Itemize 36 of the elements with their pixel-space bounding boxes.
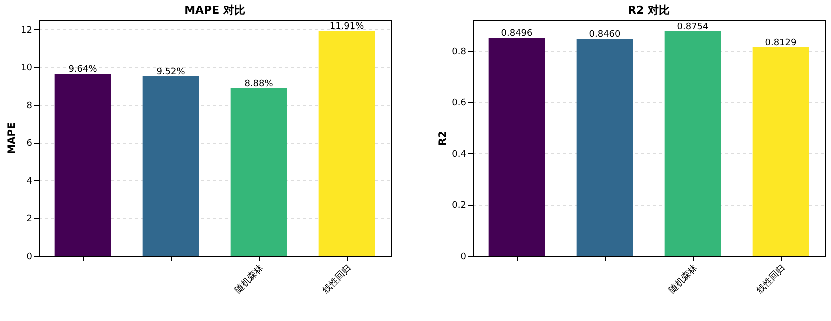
y-tick-label: 2: [26, 214, 32, 225]
y-axis-title: R2: [438, 131, 450, 146]
y-tick-label: 12: [21, 26, 32, 36]
bar: [752, 47, 810, 256]
y-axis-title: MAPE: [7, 122, 18, 154]
y-tick-label: 4: [26, 176, 33, 187]
y-tick-label: 0.4: [452, 150, 467, 160]
data-label: 9.52%: [156, 67, 186, 78]
x-tick-label: 线性回归: [320, 262, 354, 296]
bar: [230, 88, 288, 256]
y-tick-label: 10: [21, 64, 33, 74]
bar: [54, 74, 112, 256]
x-tick-label: 随机森林: [232, 262, 266, 296]
bar: [488, 38, 546, 256]
y-tick-label: 6: [26, 139, 33, 150]
data-label: 9.64%: [68, 64, 98, 75]
y-tick-label: 0: [460, 252, 467, 262]
chart-title: R2 对比: [628, 4, 670, 17]
x-tick-label: 随机森林: [666, 262, 700, 296]
y-tick-label: 8: [26, 101, 33, 112]
data-label: 0.8496: [501, 29, 534, 40]
data-label: 0.8754: [677, 22, 710, 32]
y-tick-label: 0.2: [452, 201, 466, 212]
data-label: 0.8129: [765, 38, 798, 48]
bar: [576, 38, 634, 256]
y-tick-label: 0: [26, 252, 33, 262]
y-tick-label: 0.6: [452, 98, 467, 109]
data-label: 0.8460: [589, 30, 622, 40]
bar: [664, 31, 722, 256]
chart-title: MAPE 对比: [184, 4, 246, 17]
y-tick-label: 0.8: [452, 47, 467, 58]
bar: [318, 31, 376, 256]
data-label: 11.91%: [330, 22, 365, 32]
x-tick-label: 线性回归: [754, 262, 788, 296]
data-label: 8.88%: [244, 79, 274, 90]
bar: [142, 76, 200, 256]
